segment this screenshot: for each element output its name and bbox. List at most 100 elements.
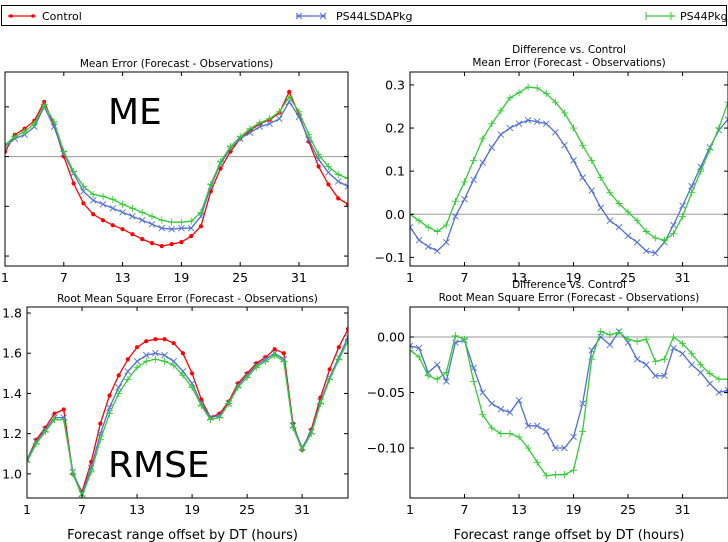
data-point-ps44pkg xyxy=(271,351,279,359)
data-point-control xyxy=(100,218,106,223)
data-point-ps44pkg xyxy=(479,411,487,419)
data-point-ps44lsdapkg xyxy=(443,378,450,385)
series-line-ps44pkg xyxy=(27,340,348,498)
data-point-ps44lsdapkg xyxy=(452,213,459,220)
data-point-ps44pkg xyxy=(170,361,178,369)
data-point-ps44pkg xyxy=(128,204,136,212)
data-point-ps44pkg xyxy=(597,174,605,182)
data-point-ps44pkg xyxy=(50,118,58,126)
x-tick-label: 13 xyxy=(511,270,527,285)
legend: Control PS44LSDAPkg PS44Pkg xyxy=(1,5,728,26)
data-point-ps44pkg xyxy=(324,163,332,171)
data-point-ps44lsdapkg xyxy=(715,389,723,396)
data-point-ps44pkg xyxy=(261,357,269,365)
y-tick-label: −0.1 xyxy=(375,250,405,265)
data-point-control xyxy=(336,196,341,201)
y-tick-label: −0.10 xyxy=(367,441,405,456)
data-point-ps44lsdapkg xyxy=(168,225,175,233)
data-point-ps44pkg xyxy=(307,430,315,438)
data-point-ps44pkg xyxy=(515,89,523,97)
chart-title: Difference vs. Control xyxy=(512,279,626,291)
data-point-ps44pkg xyxy=(579,427,587,435)
plot-frame xyxy=(26,306,349,499)
data-point-ps44pkg xyxy=(197,402,205,410)
legend-label-control: Control xyxy=(42,10,82,23)
data-point-ps44pkg xyxy=(442,221,450,229)
data-point-ps44pkg xyxy=(570,466,578,474)
x-tick-label: 1 xyxy=(406,502,414,517)
series-line-control xyxy=(5,90,348,247)
x-tick-label: 31 xyxy=(675,502,691,517)
data-point-control xyxy=(98,421,103,426)
legend-entry-ps44pkg: PS44Pkg xyxy=(645,10,728,23)
data-point-ps44pkg xyxy=(246,125,254,133)
chart-rmse: Root Mean Square Error (Forecast - Obser… xyxy=(2,293,349,542)
data-point-ps44lsdapkg xyxy=(266,120,273,128)
data-point-ps44lsdapkg xyxy=(170,357,178,365)
data-point-control xyxy=(120,227,125,232)
x-tick-label: 19 xyxy=(566,502,582,517)
data-point-ps44pkg xyxy=(234,383,242,391)
series-line-ps44pkg xyxy=(410,86,728,241)
data-point-control xyxy=(52,411,57,416)
data-point-ps44pkg xyxy=(524,444,532,452)
x-tick-label: 19 xyxy=(184,502,200,517)
data-point-ps44pkg xyxy=(27,458,31,466)
data-point-ps44lsdapkg xyxy=(178,224,185,232)
data-point-control xyxy=(81,201,86,206)
data-point-ps44pkg xyxy=(298,446,306,454)
y-tick-label: 1.2 xyxy=(2,426,22,441)
data-point-ps44lsdapkg xyxy=(461,195,468,203)
data-point-ps44pkg xyxy=(615,329,623,337)
data-point-ps44pkg xyxy=(688,350,696,358)
y-tick-label: 0.3 xyxy=(385,77,405,92)
data-point-ps44pkg xyxy=(315,151,323,159)
data-point-control xyxy=(169,242,174,247)
y-tick-label: 1.6 xyxy=(2,346,22,361)
data-point-ps44pkg xyxy=(488,424,496,432)
data-point-ps44pkg xyxy=(334,170,342,178)
series-line-ps44lsdapkg xyxy=(5,100,348,230)
data-point-ps44pkg xyxy=(187,217,195,225)
panel-annotation: RMSE xyxy=(108,445,210,486)
data-point-control xyxy=(281,351,286,356)
data-point-control xyxy=(171,341,176,346)
data-point-ps44lsdapkg xyxy=(642,361,650,369)
data-point-ps44pkg xyxy=(669,333,677,341)
legend-marker-control xyxy=(31,14,35,18)
data-point-ps44lsdapkg xyxy=(624,232,632,240)
data-point-ps44pkg xyxy=(579,141,587,149)
data-point-ps44pkg xyxy=(415,217,423,225)
data-point-ps44lsdapkg xyxy=(661,372,668,380)
data-point-ps44pkg xyxy=(266,115,274,123)
data-point-control xyxy=(130,232,135,237)
series-group xyxy=(410,83,728,257)
data-point-ps44lsdapkg xyxy=(615,223,623,231)
data-point-ps44pkg xyxy=(109,195,117,203)
data-point-ps44pkg xyxy=(606,189,614,197)
data-point-ps44pkg xyxy=(497,107,505,115)
data-point-ps44pkg xyxy=(461,335,469,343)
data-point-ps44pkg xyxy=(115,389,123,397)
data-point-ps44lsdapkg xyxy=(334,178,342,185)
chart-subtitle: Mean Error (Forecast - Observations) xyxy=(472,57,665,69)
series-group xyxy=(5,89,348,249)
data-point-ps44pkg xyxy=(633,217,641,225)
data-point-ps44lsdapkg xyxy=(542,428,550,435)
data-point-ps44lsdapkg xyxy=(133,357,141,365)
x-tick-label: 31 xyxy=(291,270,307,285)
data-point-ps44lsdapkg xyxy=(470,176,477,184)
data-point-control xyxy=(153,337,158,342)
data-point-ps44pkg xyxy=(70,167,78,175)
data-point-ps44pkg xyxy=(30,120,38,128)
data-point-ps44pkg xyxy=(615,199,623,207)
data-point-ps44lsdapkg xyxy=(415,236,423,244)
legend-label-ps44pkg: PS44Pkg xyxy=(680,10,728,23)
data-point-ps44pkg xyxy=(148,212,156,220)
data-point-ps44pkg xyxy=(697,167,705,175)
data-point-ps44pkg xyxy=(642,335,650,343)
data-point-ps44lsdapkg xyxy=(89,197,97,204)
data-point-ps44lsdapkg xyxy=(124,368,132,375)
